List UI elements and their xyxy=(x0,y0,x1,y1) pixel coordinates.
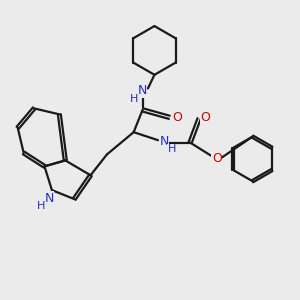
Text: O: O xyxy=(212,152,222,165)
Text: O: O xyxy=(172,111,182,124)
Text: H: H xyxy=(167,144,176,154)
Text: N: N xyxy=(159,136,169,148)
Text: H: H xyxy=(36,201,45,211)
Text: N: N xyxy=(137,84,147,97)
Text: O: O xyxy=(201,111,211,124)
Text: N: N xyxy=(44,192,54,205)
Text: H: H xyxy=(130,94,138,103)
